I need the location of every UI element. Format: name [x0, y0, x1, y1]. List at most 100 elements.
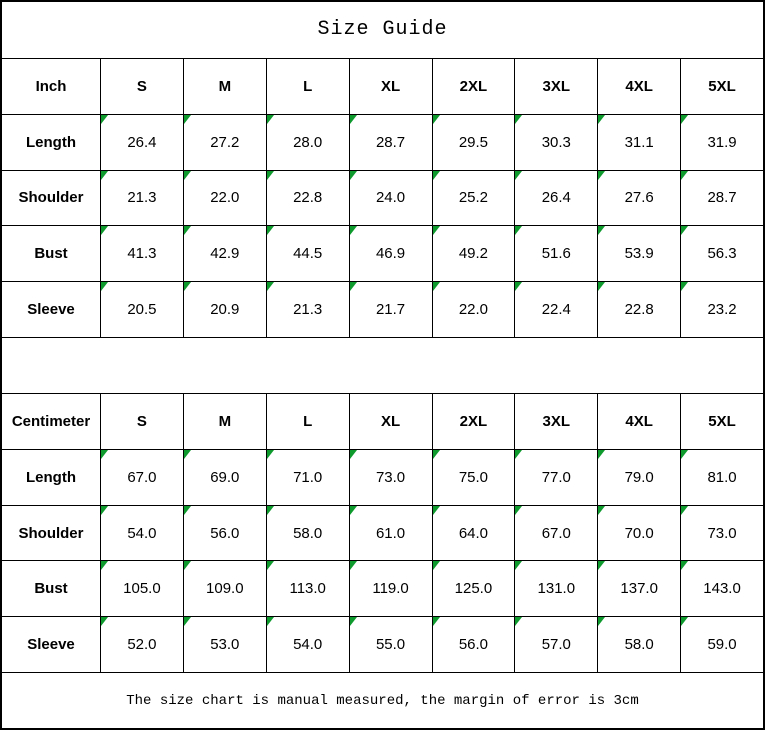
cell-flag-icon: [101, 617, 108, 627]
measurement-value: 56.3: [707, 245, 737, 263]
cell-flag-icon: [266, 561, 274, 571]
measurement-value: 21.3: [127, 189, 157, 207]
measurement-value: 22.4: [541, 301, 571, 319]
measurement-value-cell: 54.0: [100, 504, 183, 561]
measurement-value: 22.8: [293, 189, 323, 207]
measurement-value-cell: 73.0: [348, 448, 432, 505]
cell-flag-icon: [432, 617, 440, 627]
cell-flag-icon: [266, 505, 274, 515]
measurement-value-cell: 54.0: [265, 616, 349, 673]
cell-flag-icon: [101, 170, 108, 180]
measurement-value: 53.9: [624, 245, 654, 263]
measurement-value-cell: 67.0: [514, 504, 598, 561]
measurement-value: 58.0: [624, 636, 654, 654]
measurement-value: 131.0: [537, 580, 576, 598]
measurement-value: 51.6: [541, 245, 571, 263]
measurement-value: 55.0: [375, 636, 406, 654]
measurement-value-cell: 41.3: [100, 225, 183, 282]
measurement-value: 28.7: [375, 133, 406, 151]
measurement-value-cell: 28.0: [265, 113, 349, 170]
cell-flag-icon: [681, 617, 689, 627]
cell-flag-icon: [266, 617, 274, 627]
measurement-value: 59.0: [707, 636, 737, 654]
measurement-value-cell: 58.0: [265, 504, 349, 561]
measurement-value: 41.3: [127, 245, 157, 263]
cell-flag-icon: [266, 449, 274, 459]
size-column-header: 3XL: [514, 57, 598, 114]
measurement-value: 69.0: [210, 468, 240, 486]
measurement-value: 61.0: [375, 524, 406, 542]
cell-flag-icon: [349, 114, 357, 124]
cell-flag-icon: [349, 226, 357, 236]
measurement-value-cell: 137.0: [597, 560, 681, 617]
cell-flag-icon: [183, 561, 191, 571]
cell-flag-icon: [515, 561, 523, 571]
measurement-value-cell: 113.0: [265, 560, 349, 617]
measurement-value: 25.2: [458, 189, 489, 207]
measurement-row-label: Bust: [2, 225, 100, 281]
measurement-value: 53.0: [210, 636, 240, 654]
measurement-value: 54.0: [293, 636, 323, 654]
measurement-value-cell: 59.0: [680, 616, 763, 673]
size-column-header: 4XL: [597, 57, 681, 114]
measurement-value: 143.0: [703, 580, 741, 598]
measurement-value: 31.9: [707, 133, 737, 151]
cell-flag-icon: [183, 226, 191, 236]
unit-header-inch: Inch: [2, 57, 100, 114]
cell-flag-icon: [349, 505, 357, 515]
measurement-value-cell: 81.0: [680, 448, 763, 505]
measurement-value-cell: 27.2: [182, 113, 266, 170]
measurement-value: 73.0: [707, 524, 737, 542]
measurement-value: 52.0: [127, 636, 157, 654]
cell-flag-icon: [349, 282, 357, 292]
measurement-value: 22.0: [210, 189, 240, 207]
measurement-value: 54.0: [127, 524, 157, 542]
size-column-header: 2XL: [431, 57, 515, 114]
measurement-value: 58.0: [293, 524, 323, 542]
measurement-value-cell: 24.0: [348, 169, 432, 226]
measurement-value-cell: 42.9: [182, 225, 266, 282]
measurement-value: 28.0: [293, 133, 323, 151]
measurement-value-cell: 25.2: [431, 169, 515, 226]
size-column-header: XL: [348, 57, 432, 114]
measurement-value: 22.0: [458, 301, 489, 319]
measurement-value: 27.2: [210, 133, 240, 151]
measurement-value-cell: 64.0: [431, 504, 515, 561]
measurement-value-cell: 67.0: [100, 448, 183, 505]
measurement-value: 64.0: [458, 524, 489, 542]
cell-flag-icon: [432, 505, 440, 515]
cell-flag-icon: [183, 449, 191, 459]
measurement-value-cell: 55.0: [348, 616, 432, 673]
measurement-value-cell: 70.0: [597, 504, 681, 561]
cell-flag-icon: [515, 449, 523, 459]
measurement-value: 109.0: [206, 580, 244, 598]
size-column-header: 5XL: [680, 57, 763, 114]
size-column-header: L: [265, 57, 349, 114]
measurement-value-cell: 22.0: [182, 169, 266, 226]
size-column-header: 4XL: [597, 392, 681, 449]
cell-flag-icon: [598, 226, 606, 236]
measurement-value-cell: 56.3: [680, 225, 763, 282]
measurement-value: 73.0: [375, 468, 406, 486]
measurement-value-cell: 79.0: [597, 448, 681, 505]
cell-flag-icon: [183, 282, 191, 292]
cell-flag-icon: [101, 449, 108, 459]
cell-flag-icon: [266, 226, 274, 236]
cell-flag-icon: [515, 505, 523, 515]
cell-flag-icon: [432, 449, 440, 459]
measurement-value: 26.4: [541, 189, 571, 207]
measurement-value-cell: 119.0: [348, 560, 432, 617]
measurement-value-cell: 22.8: [597, 281, 681, 338]
cell-flag-icon: [432, 561, 440, 571]
measurement-value: 44.5: [293, 245, 323, 263]
measurement-value-cell: 143.0: [680, 560, 763, 617]
size-column-header: 3XL: [514, 392, 598, 449]
cell-flag-icon: [681, 170, 689, 180]
measurement-row-label: Sleeve: [2, 281, 100, 337]
cell-flag-icon: [101, 114, 108, 124]
cell-flag-icon: [515, 114, 523, 124]
cell-flag-icon: [266, 282, 274, 292]
measurement-value: 67.0: [541, 524, 571, 542]
measurement-value-cell: 125.0: [431, 560, 515, 617]
measurement-value-cell: 27.6: [597, 169, 681, 226]
